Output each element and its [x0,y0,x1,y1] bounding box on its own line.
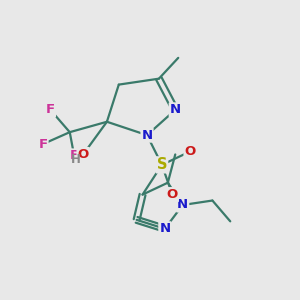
Text: F: F [46,103,55,116]
Text: O: O [184,145,196,158]
Text: N: N [177,199,188,212]
Text: N: N [142,129,153,142]
Text: O: O [77,148,89,161]
Text: N: N [159,222,170,235]
Text: O: O [167,188,178,201]
Text: S: S [157,158,167,172]
Text: F: F [38,138,48,151]
Text: H: H [71,153,81,166]
Text: F: F [70,149,79,162]
Text: N: N [170,103,181,116]
